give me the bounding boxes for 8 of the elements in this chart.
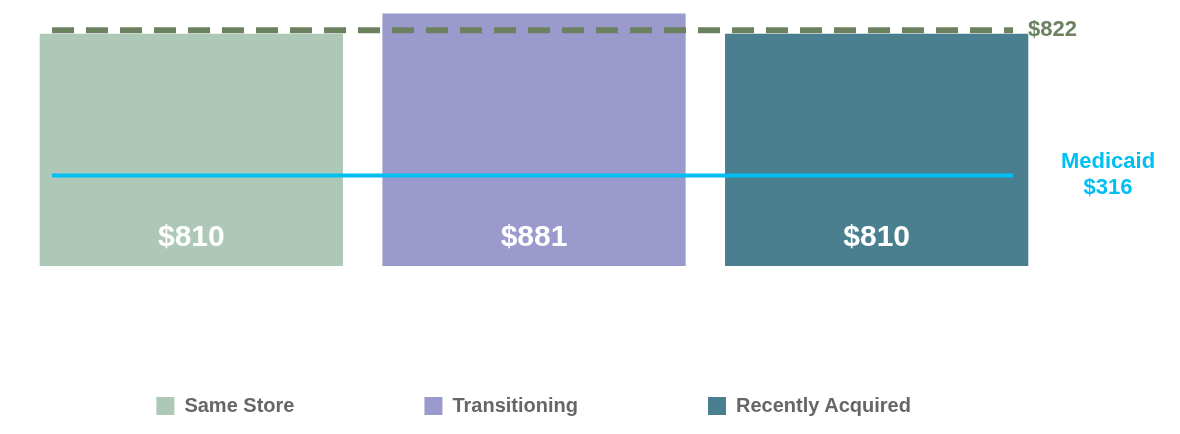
legend-label: Same Store (184, 393, 295, 416)
legend-label: Recently Acquired (736, 393, 911, 416)
ref-line-label: $822 (1027, 16, 1077, 42)
data-label: $881 (500, 219, 568, 253)
ref-line-label: Medicaid $316 (1060, 148, 1156, 200)
data-label: $810 (843, 219, 911, 253)
data-label: $810 (157, 219, 225, 253)
legend-label: Transitioning (452, 393, 579, 416)
